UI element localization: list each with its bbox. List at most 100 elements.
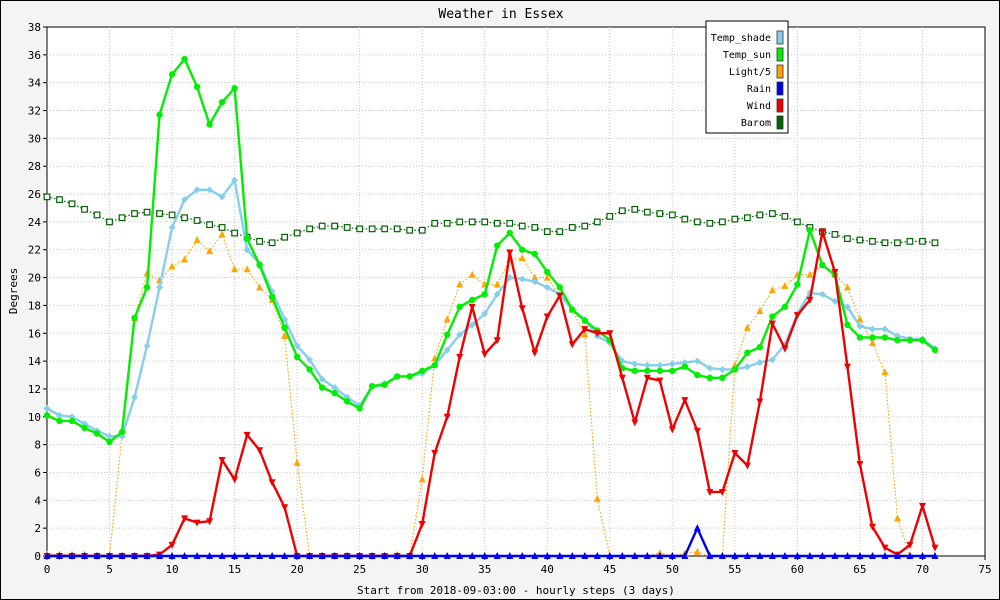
- series-temp-sun-point: [231, 85, 238, 92]
- series-temp-sun-point: [131, 314, 138, 322]
- series-wind-point: [481, 351, 489, 359]
- series-barom-point: [181, 214, 188, 222]
- series-temp-sun-point: [206, 121, 213, 128]
- y-tick-label: 6: [34, 466, 41, 479]
- series-rain-point: [518, 552, 526, 559]
- x-tick-label: 40: [541, 563, 554, 576]
- series-temp-shade-point: [168, 223, 176, 231]
- series-temp-sun-point: [193, 83, 201, 91]
- series-barom-point: [43, 193, 51, 201]
- series-wind-point: [681, 397, 689, 405]
- series-temp-sun-point: [268, 293, 276, 301]
- series-temp-sun-point: [106, 438, 113, 446]
- series-barom-point: [556, 228, 564, 236]
- series-barom-point: [118, 214, 126, 222]
- series-wind-point: [518, 305, 526, 313]
- series-rain-point: [281, 552, 289, 559]
- legend-item-temp-shade: Temp_shade: [711, 30, 784, 45]
- series-temp-sun-point: [243, 235, 251, 242]
- series-wind-point: [218, 456, 226, 464]
- series-temp-sun-point: [919, 337, 926, 344]
- series-temp-sun-point: [869, 334, 876, 341]
- series-light-5-point: [468, 270, 476, 278]
- series-temp-sun-point: [531, 250, 538, 258]
- series-wind-point: [281, 504, 289, 512]
- x-tick-label: 65: [853, 563, 866, 576]
- series-rain-line: [47, 526, 935, 558]
- series-wind-point: [756, 398, 764, 406]
- series-rain-point: [381, 552, 389, 559]
- series-wind-point: [868, 523, 876, 531]
- series-temp-sun-point: [343, 398, 351, 405]
- series-temp-shade-point: [668, 360, 676, 368]
- series-temp-sun-point: [656, 367, 664, 375]
- x-tick-label: 30: [416, 563, 429, 576]
- series-light-5-point: [868, 339, 876, 347]
- series-light-5-point: [181, 255, 189, 263]
- series-barom-point: [393, 225, 401, 233]
- series-rain-point: [106, 552, 114, 559]
- series-wind-point: [243, 431, 251, 439]
- series-light-5-point: [743, 323, 751, 331]
- y-tick-label: 14: [28, 355, 42, 368]
- series-rain-point: [881, 552, 889, 559]
- legend-label: Barom: [741, 118, 771, 129]
- series-barom-point: [381, 225, 389, 233]
- series-light-5-point: [581, 330, 589, 338]
- series-wind-point: [656, 377, 664, 385]
- series-rain-point: [193, 552, 201, 559]
- series-temp-sun-point: [694, 371, 701, 379]
- series-temp-sun-point: [769, 313, 776, 320]
- series-wind-point: [643, 374, 651, 382]
- series-temp-shade-point: [718, 365, 726, 373]
- series-barom-point: [343, 224, 351, 231]
- series-temp-shade-point: [843, 303, 851, 311]
- series-wind-point: [431, 449, 439, 457]
- legend-item-barom: Barom: [741, 115, 784, 130]
- y-tick-label: 36: [28, 49, 41, 62]
- series-rain-point: [581, 552, 589, 559]
- series-temp-sun-point: [406, 373, 413, 380]
- series-barom-point: [443, 219, 451, 227]
- y-tick-label: 26: [28, 188, 41, 201]
- series-rain-point: [918, 552, 926, 559]
- series-temp-shade-point: [443, 346, 451, 354]
- series-rain-point: [693, 524, 701, 532]
- series-barom-point: [431, 219, 439, 227]
- series-wind-point: [581, 326, 589, 334]
- series-wind-point: [193, 519, 201, 527]
- series-rain-point: [756, 552, 764, 559]
- series-temp-sun-point: [481, 291, 488, 298]
- series-light-5-point: [418, 475, 426, 483]
- series-wind-point: [268, 479, 276, 487]
- series-temp-sun-point: [556, 284, 563, 291]
- series-temp-sun-point: [431, 362, 438, 369]
- legend-item-temp-sun: Temp_sun: [723, 47, 784, 62]
- series-barom-point: [869, 237, 876, 245]
- series-barom-point: [693, 218, 701, 226]
- series-temp-shade-point: [243, 246, 251, 254]
- legend-label: Wind: [747, 101, 771, 112]
- series-barom-point: [793, 218, 801, 226]
- series-barom-point: [106, 218, 113, 226]
- series-temp-sun-point: [356, 405, 363, 412]
- series-temp-sun-point: [519, 246, 526, 253]
- series-rain-point: [493, 552, 501, 559]
- series-rain-point: [893, 552, 901, 559]
- series-temp-shade-point: [43, 404, 51, 412]
- series-barom-point: [743, 214, 751, 222]
- series-temp-sun-point: [56, 417, 63, 425]
- series-temp-shade-point: [293, 342, 301, 350]
- series-rain-point: [318, 552, 326, 559]
- series-rain-point: [481, 552, 489, 559]
- series-wind-point: [768, 320, 776, 328]
- series-barom-point: [768, 210, 776, 217]
- series-barom-point: [618, 207, 626, 215]
- series-wind: [43, 228, 939, 560]
- series-light-5-point: [543, 273, 551, 281]
- series-light-5-point: [843, 283, 851, 291]
- legend-swatch: [776, 81, 784, 96]
- series-temp-sun-point: [43, 412, 51, 419]
- y-tick-label: 34: [28, 77, 42, 90]
- x-tick-label: 35: [478, 563, 491, 576]
